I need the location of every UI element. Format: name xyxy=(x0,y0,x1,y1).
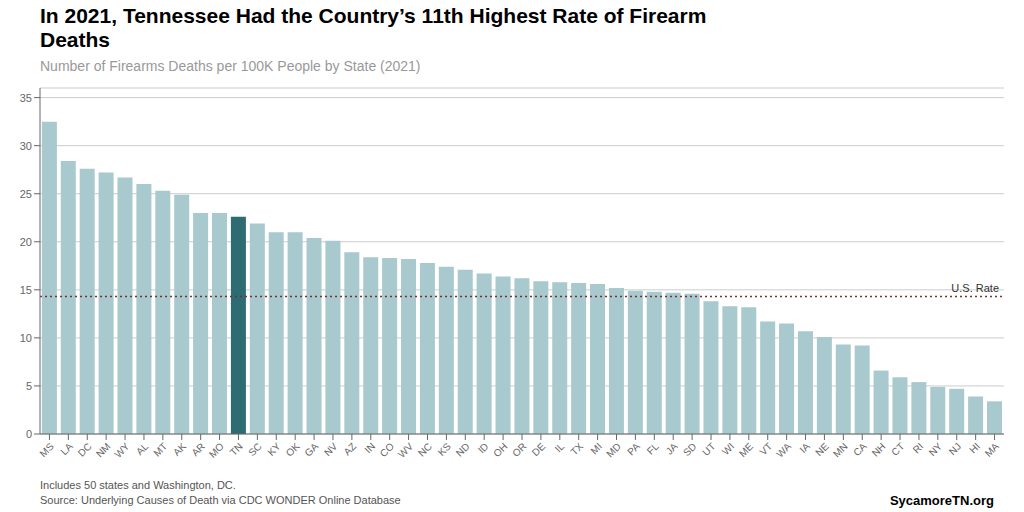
svg-text:0: 0 xyxy=(26,428,32,440)
svg-text:NH: NH xyxy=(870,441,888,459)
html-text:SycamoreTN.org: SycamoreTN.org xyxy=(890,493,994,508)
svg-text:MS: MS xyxy=(38,440,57,459)
svg-text:OK: OK xyxy=(284,440,302,458)
svg-text:LA: LA xyxy=(58,440,75,457)
html-text:Number of Firearms Deaths per: Number of Firearms Deaths per 100K Peopl… xyxy=(40,58,421,74)
svg-text:DE: DE xyxy=(530,440,548,458)
svg-text:AR: AR xyxy=(189,441,207,459)
svg-text:10: 10 xyxy=(20,332,32,344)
svg-text:CA: CA xyxy=(851,440,869,458)
svg-text:5: 5 xyxy=(26,380,32,392)
svg-text:WV: WV xyxy=(396,440,415,459)
svg-text:KS: KS xyxy=(436,440,453,457)
svg-text:AL: AL xyxy=(134,440,151,457)
html-text:In 2021, Tennessee Had the Cou: In 2021, Tennessee Had the Country’s 11t… xyxy=(40,4,707,52)
svg-text:KY: KY xyxy=(265,440,282,457)
svg-text:WA: WA xyxy=(774,440,793,459)
html-text:Includes 50 states and Washing: Includes 50 states and Washington, DC. S… xyxy=(40,479,401,507)
svg-text:ND: ND xyxy=(454,441,472,459)
svg-text:35: 35 xyxy=(20,92,32,104)
svg-text:MT: MT xyxy=(151,441,169,459)
svg-text:IN: IN xyxy=(362,441,377,456)
svg-text:TN: TN xyxy=(228,441,245,458)
svg-text:NJ: NJ xyxy=(947,441,963,457)
svg-text:WY: WY xyxy=(112,440,131,459)
svg-text:RI: RI xyxy=(911,441,926,456)
svg-text:WI: WI xyxy=(720,441,736,457)
svg-text:JA: JA xyxy=(664,440,680,456)
svg-text:20: 20 xyxy=(20,236,32,248)
svg-text:NV: NV xyxy=(322,440,340,458)
svg-text:SD: SD xyxy=(681,441,699,459)
svg-text:CO: CO xyxy=(378,440,397,459)
svg-text:VT: VT xyxy=(757,441,774,458)
svg-text:AK: AK xyxy=(171,440,188,457)
svg-text:AZ: AZ xyxy=(342,441,359,458)
svg-text:30: 30 xyxy=(20,140,32,152)
svg-text:MO: MO xyxy=(207,441,226,460)
svg-text:NY: NY xyxy=(927,440,945,458)
svg-text:MA: MA xyxy=(983,440,1002,459)
svg-text:HI: HI xyxy=(967,441,982,456)
svg-text:OH: OH xyxy=(491,441,509,459)
svg-text:GA: GA xyxy=(303,440,321,458)
svg-text:MI: MI xyxy=(588,441,604,457)
svg-text:FL: FL xyxy=(645,440,661,456)
svg-text:15: 15 xyxy=(20,284,32,296)
svg-text:PA: PA xyxy=(625,440,642,457)
svg-text:MD: MD xyxy=(604,441,623,460)
svg-text:NE: NE xyxy=(813,440,831,458)
svg-text:MN: MN xyxy=(831,441,850,460)
svg-text:NM: NM xyxy=(94,441,113,460)
svg-text:25: 25 xyxy=(20,188,32,200)
svg-text:NC: NC xyxy=(416,441,434,459)
svg-text:ME: ME xyxy=(737,440,756,459)
svg-text:TX: TX xyxy=(568,440,585,457)
svg-text:CT: CT xyxy=(889,441,906,458)
svg-text:SC: SC xyxy=(246,441,264,459)
svg-text:IL: IL xyxy=(553,440,567,454)
svg-text:ID: ID xyxy=(476,441,491,456)
svg-text:OR: OR xyxy=(510,441,528,459)
svg-text:DC: DC xyxy=(76,441,94,459)
svg-text:IA: IA xyxy=(798,440,813,455)
svg-text:U.S. Rate: U.S. Rate xyxy=(951,282,999,294)
svg-text:UT: UT xyxy=(700,441,717,458)
